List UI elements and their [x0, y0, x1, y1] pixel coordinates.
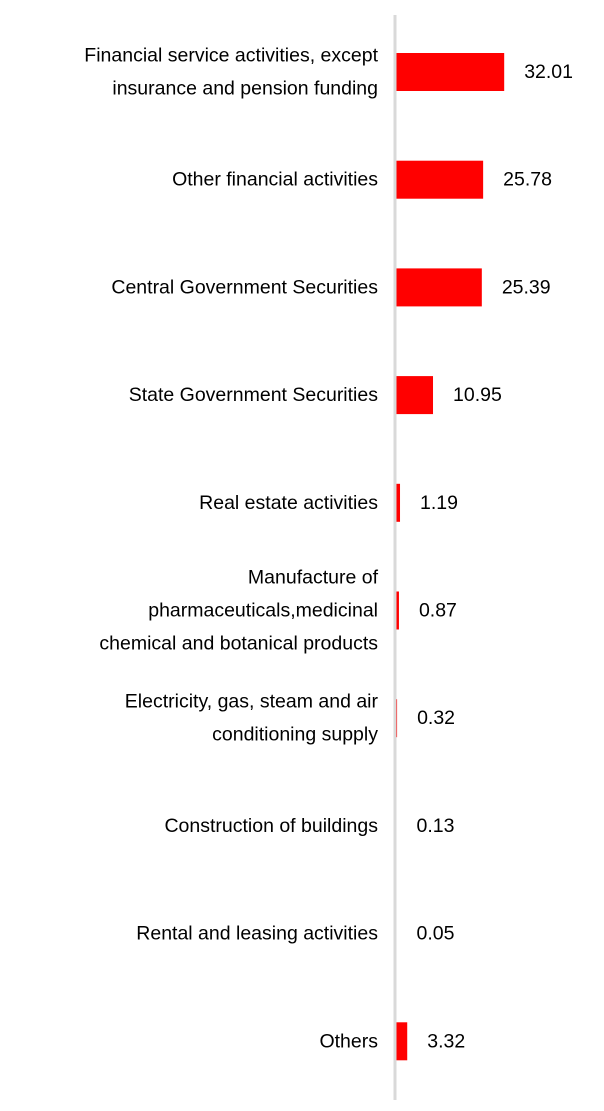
bar: [396, 699, 398, 738]
category-label: pharmaceuticals,medicinal: [148, 600, 378, 622]
category-label: Manufacture of: [248, 567, 379, 589]
category-label: conditioning supply: [212, 724, 378, 746]
value-label: 32.01: [524, 61, 573, 83]
value-label: 10.95: [453, 384, 502, 406]
category-label: Electricity, gas, steam and air: [125, 691, 379, 713]
bar: [396, 376, 434, 415]
category-label: Construction of buildings: [164, 815, 378, 837]
category-label: Real estate activities: [199, 492, 378, 514]
category-label: Central Government Securities: [111, 276, 378, 298]
value-label: 0.32: [417, 707, 455, 729]
value-label: 0.05: [417, 923, 455, 945]
value-label: 1.19: [420, 492, 458, 514]
bar: [396, 591, 399, 630]
value-label: 0.13: [417, 815, 455, 837]
category-label: Rental and leasing activities: [136, 923, 378, 945]
category-label: chemical and botanical products: [99, 633, 378, 655]
bar: [396, 483, 401, 522]
bar: [396, 1022, 408, 1061]
bar: [396, 160, 484, 199]
category-label: Others: [319, 1030, 378, 1052]
category-label: insurance and pension funding: [112, 78, 378, 100]
value-label: 0.87: [419, 600, 457, 622]
value-label: 25.39: [502, 276, 551, 298]
bar: [396, 53, 505, 91]
value-label: 25.78: [503, 169, 552, 191]
category-label: Financial service activities, except: [84, 45, 378, 67]
category-label: Other financial activities: [172, 169, 378, 191]
value-label: 3.32: [427, 1030, 465, 1052]
bar: [396, 268, 482, 307]
category-label: State Government Securities: [129, 384, 379, 406]
